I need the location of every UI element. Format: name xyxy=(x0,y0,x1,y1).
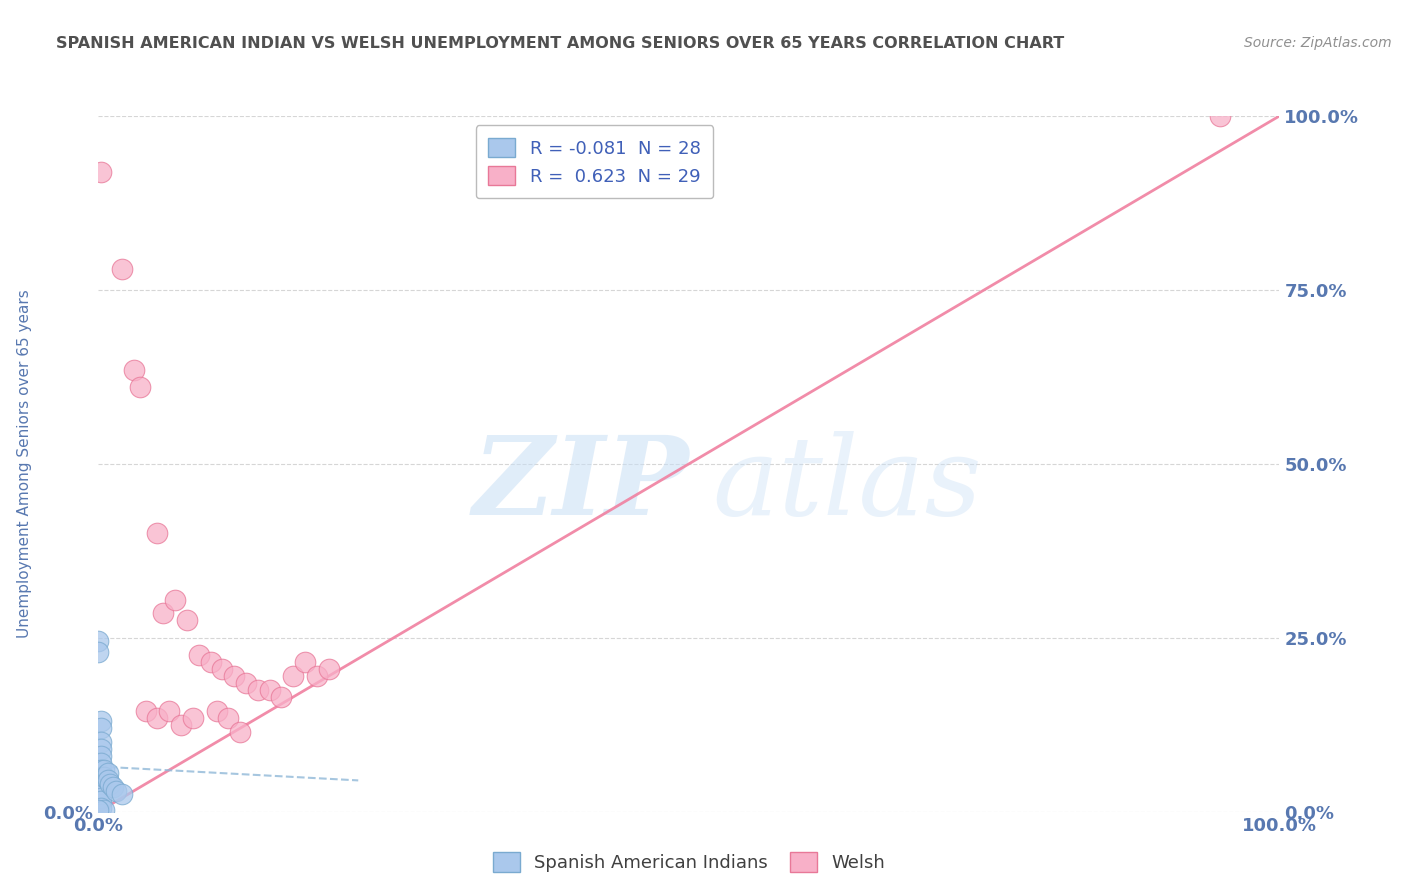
Y-axis label: Unemployment Among Seniors over 65 years: Unemployment Among Seniors over 65 years xyxy=(17,290,32,638)
Point xyxy=(111,262,134,277)
Point xyxy=(135,704,157,718)
Point xyxy=(90,801,112,815)
Point xyxy=(122,363,145,377)
Point xyxy=(90,780,112,795)
Point xyxy=(90,773,112,788)
Text: ZIP: ZIP xyxy=(472,431,689,539)
Point xyxy=(98,777,121,791)
Point xyxy=(93,803,115,817)
Point xyxy=(259,683,281,698)
Point xyxy=(90,721,112,735)
Point xyxy=(318,662,340,676)
Point xyxy=(229,724,252,739)
Point xyxy=(90,794,112,808)
Text: SPANISH AMERICAN INDIAN VS WELSH UNEMPLOYMENT AMONG SENIORS OVER 65 YEARS CORREL: SPANISH AMERICAN INDIAN VS WELSH UNEMPLO… xyxy=(56,36,1064,51)
Point xyxy=(211,662,233,676)
Point xyxy=(90,784,112,798)
Point xyxy=(90,749,112,764)
Text: Source: ZipAtlas.com: Source: ZipAtlas.com xyxy=(1244,36,1392,50)
Point xyxy=(246,683,269,698)
Point xyxy=(93,763,115,777)
Point xyxy=(101,780,124,795)
Point xyxy=(1209,109,1232,123)
Point xyxy=(97,773,120,788)
Point xyxy=(176,614,198,628)
Point xyxy=(146,526,169,541)
Point xyxy=(90,742,112,756)
Point xyxy=(170,717,193,731)
Point xyxy=(224,669,246,683)
Point xyxy=(105,784,128,798)
Point xyxy=(90,735,112,749)
Point xyxy=(87,803,110,817)
Point xyxy=(90,714,112,729)
Point xyxy=(200,655,222,669)
Point xyxy=(90,788,112,801)
Point xyxy=(90,756,112,770)
Point xyxy=(97,766,120,780)
Point xyxy=(305,669,328,683)
Point xyxy=(205,704,228,718)
Point xyxy=(87,645,110,659)
Point xyxy=(152,607,174,621)
Point xyxy=(90,770,112,784)
Point xyxy=(146,711,169,725)
Point xyxy=(90,777,112,791)
Legend: Spanish American Indians, Welsh: Spanish American Indians, Welsh xyxy=(485,845,893,880)
Point xyxy=(187,648,209,662)
Point xyxy=(235,676,257,690)
Point xyxy=(217,711,239,725)
Point xyxy=(283,669,305,683)
Point xyxy=(87,634,110,648)
Point xyxy=(157,704,180,718)
Point xyxy=(111,788,134,801)
Point xyxy=(90,164,112,178)
Point xyxy=(165,592,187,607)
Text: atlas: atlas xyxy=(713,431,983,539)
Point xyxy=(181,711,204,725)
Point xyxy=(90,763,112,777)
Point xyxy=(294,655,316,669)
Point xyxy=(93,770,115,784)
Point xyxy=(128,380,150,394)
Point xyxy=(270,690,292,704)
Point xyxy=(90,790,112,805)
